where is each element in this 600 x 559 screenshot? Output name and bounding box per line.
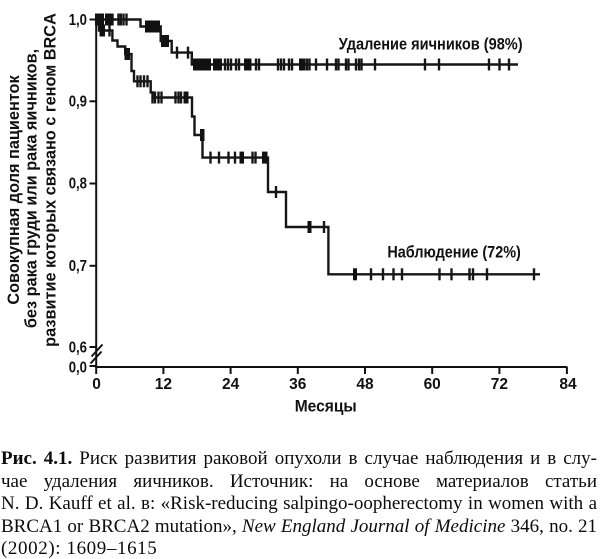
svg-text:без рака груди или рака яичник: без рака груди или рака яичников, bbox=[23, 49, 41, 328]
svg-text:24: 24 bbox=[222, 376, 240, 393]
svg-text:0,6: 0,6 bbox=[69, 340, 88, 357]
svg-text:развитие которых связано с ген: развитие которых связано с геном BRCA bbox=[42, 13, 60, 347]
svg-text:Месяцы: Месяцы bbox=[295, 397, 357, 416]
svg-text:48: 48 bbox=[356, 376, 374, 393]
svg-text:12: 12 bbox=[155, 376, 172, 393]
svg-text:0: 0 bbox=[92, 376, 101, 393]
svg-text:0,8: 0,8 bbox=[69, 176, 88, 193]
svg-text:60: 60 bbox=[424, 376, 441, 393]
svg-text:84: 84 bbox=[559, 376, 577, 393]
svg-text:36: 36 bbox=[289, 376, 307, 393]
svg-text:0,7: 0,7 bbox=[69, 258, 87, 275]
svg-text:72: 72 bbox=[491, 376, 508, 393]
svg-text:0,9: 0,9 bbox=[69, 94, 88, 111]
svg-text:1,0: 1,0 bbox=[69, 12, 87, 29]
svg-text:Удаление яичников (98%): Удаление яичников (98%) bbox=[339, 35, 523, 54]
svg-text:Наблюдение (72%): Наблюдение (72%) bbox=[387, 243, 521, 262]
svg-text:Совокупная доля пациенток: Совокупная доля пациенток bbox=[5, 75, 23, 305]
svg-text:0,0: 0,0 bbox=[69, 360, 87, 377]
